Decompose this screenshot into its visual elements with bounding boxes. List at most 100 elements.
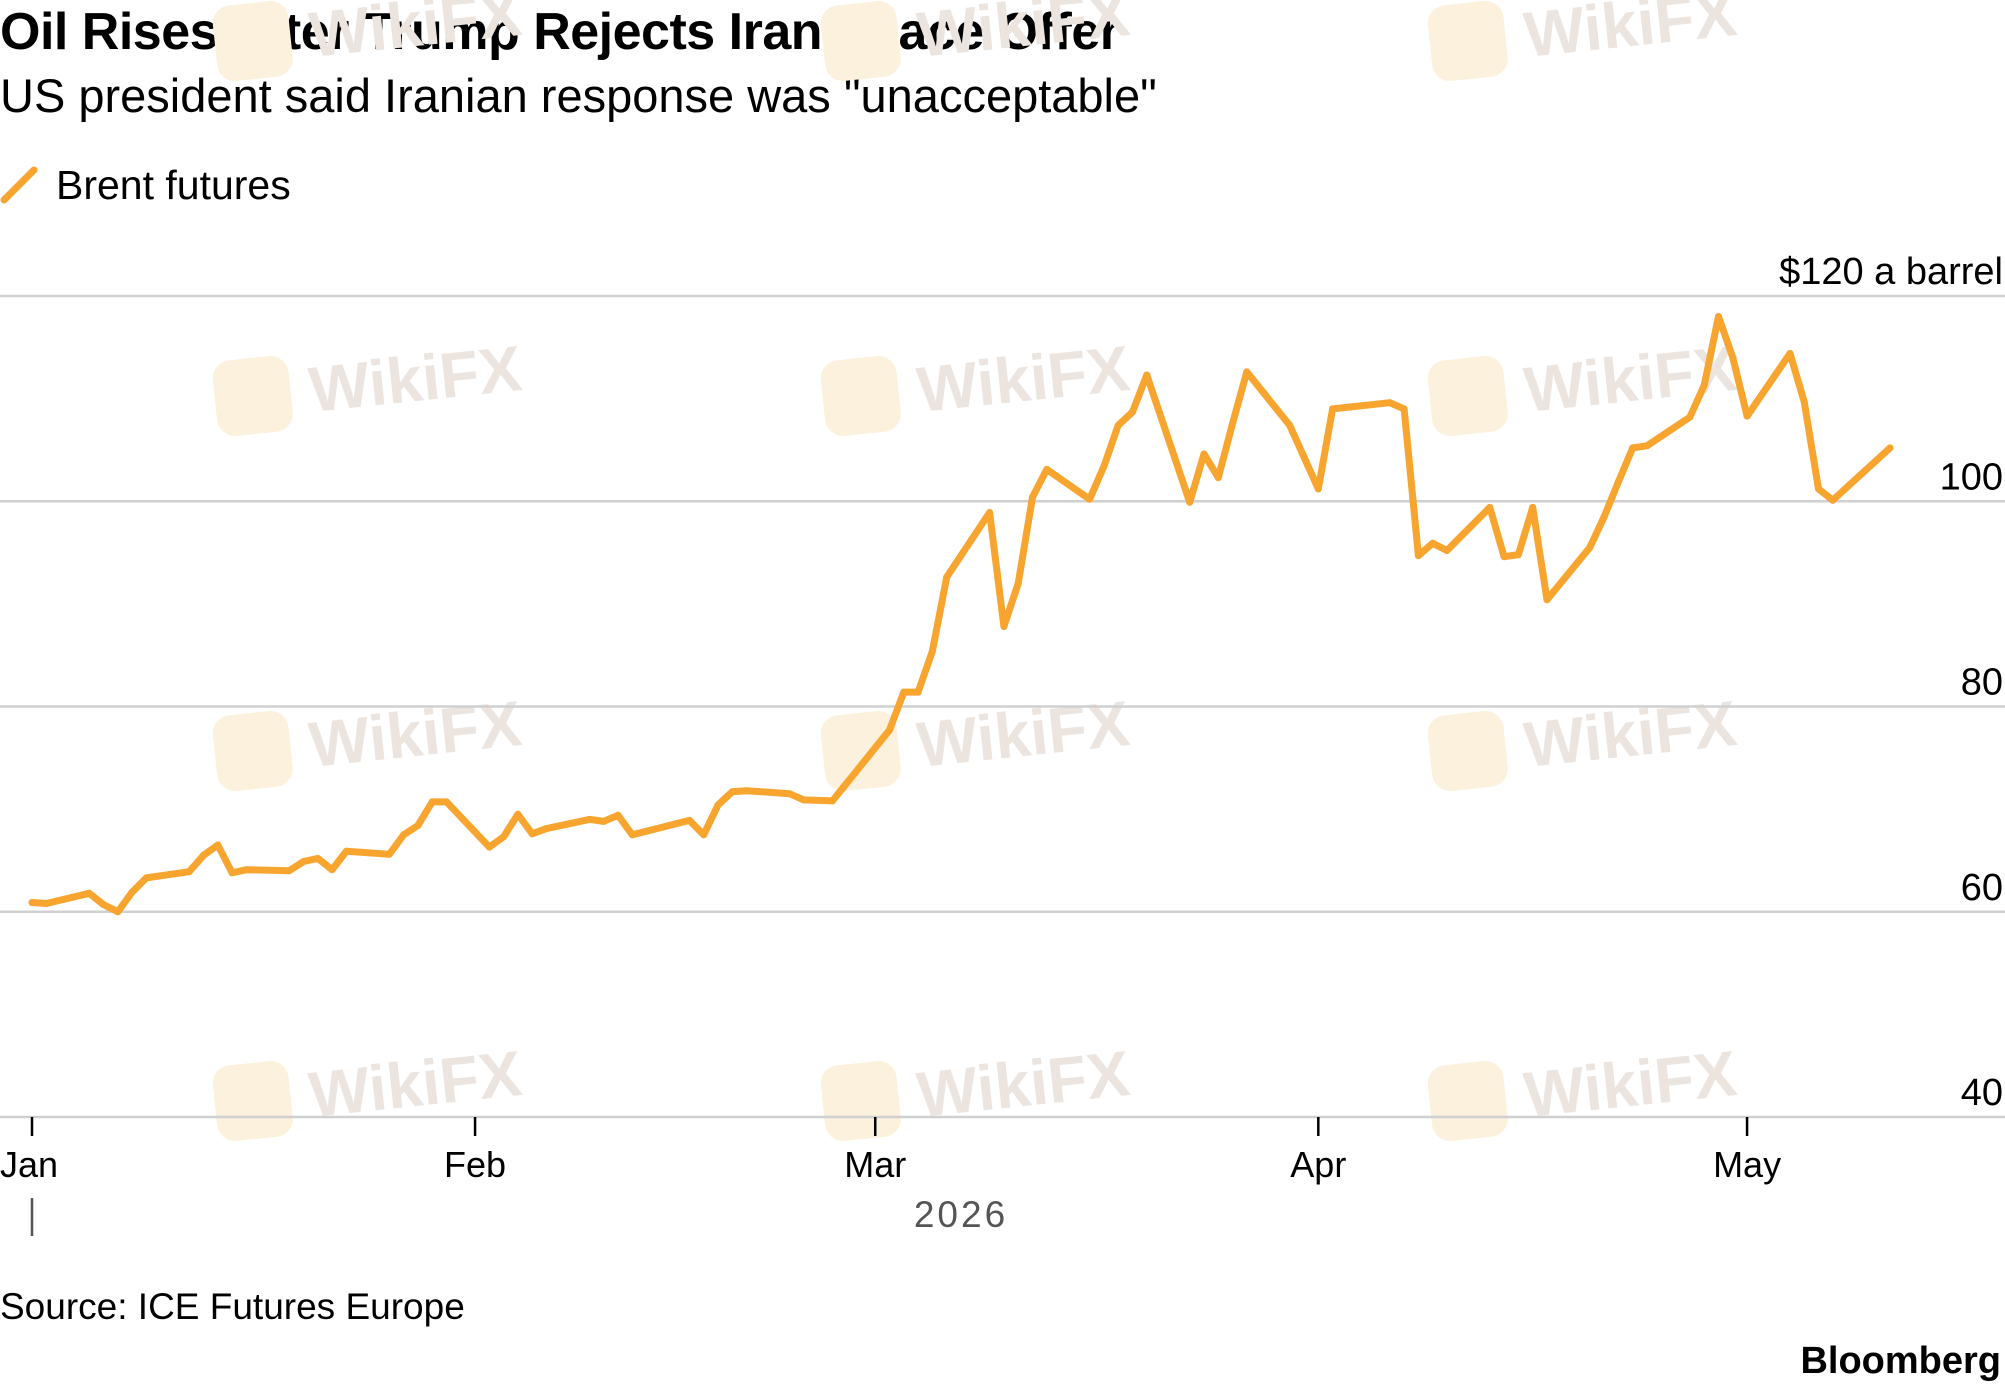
data-point (128, 888, 136, 896)
data-point (342, 847, 350, 855)
y-tick-label: 80 (1961, 662, 2003, 704)
data-point (1486, 503, 1494, 511)
data-point (1643, 442, 1651, 450)
data-point (1129, 408, 1136, 416)
data-point (1229, 419, 1237, 427)
legend: Brent futures (0, 160, 291, 210)
data-point (1514, 551, 1522, 559)
y-axis-labels: $120 a barrel 100 80 60 40 (1779, 251, 2003, 1114)
data-point (1700, 381, 1708, 389)
data-point (1029, 493, 1036, 501)
watermark-logo-icon (820, 356, 901, 437)
watermark: WikiFX (1427, 332, 1740, 437)
data-point (1414, 552, 1422, 560)
watermark-text: WikiFX (306, 332, 525, 426)
data-point (1200, 450, 1208, 458)
data-point (786, 790, 793, 798)
watermark: WikiFX (212, 1037, 525, 1142)
data-point (1100, 462, 1108, 470)
data-point (328, 866, 336, 874)
chart-subtitle: US president said Iranian response was "… (0, 69, 1157, 122)
data-point (614, 811, 622, 819)
watermark: WikiFX (820, 332, 1133, 437)
data-point (1629, 444, 1637, 452)
source-note: Source: ICE Futures Europe (0, 1286, 465, 1327)
watermark: WikiFX (820, 687, 1133, 792)
data-point (114, 908, 122, 916)
data-point (728, 788, 736, 796)
watermark-logo-icon (212, 356, 293, 437)
series-line-brent-futures (28, 313, 1894, 916)
watermark-text: WikiFX (306, 0, 525, 71)
data-point (100, 901, 107, 909)
data-point (914, 688, 922, 696)
data-point (1014, 579, 1022, 587)
data-point (1000, 623, 1008, 630)
data-point (1729, 354, 1737, 362)
data-point (200, 851, 207, 859)
data-point (1815, 485, 1822, 493)
data-point (1543, 596, 1551, 604)
data-point (214, 841, 222, 849)
x-tick-label: May (1713, 1144, 1781, 1185)
watermark-text: WikiFX (306, 687, 525, 781)
data-point (1800, 398, 1808, 406)
x-tick-label: Apr (1290, 1144, 1346, 1185)
data-point (1529, 503, 1537, 511)
data-point (1186, 498, 1194, 506)
data-point (1743, 412, 1751, 420)
data-point (300, 858, 308, 865)
data-point (1443, 547, 1451, 554)
watermark: WikiFX (212, 687, 525, 792)
y-tick-label: 40 (1961, 1072, 2003, 1114)
data-point (285, 867, 293, 875)
x-axis-year-label: 2026 (914, 1194, 1008, 1235)
data-point (400, 831, 408, 839)
data-point (928, 647, 936, 655)
data-point (185, 868, 193, 876)
watermark-text: WikiFX (914, 332, 1133, 426)
data-point (1429, 539, 1437, 547)
data-point (142, 874, 150, 882)
data-point (1586, 543, 1594, 551)
data-point (1686, 413, 1694, 421)
watermark: WikiFX (1427, 0, 1740, 82)
data-point (1829, 496, 1837, 504)
data-point (314, 854, 322, 862)
data-point (528, 830, 536, 838)
data-point (1114, 421, 1122, 429)
gridlines (0, 294, 2005, 1119)
watermark-logo-icon (212, 711, 293, 792)
y-tick-label: 60 (1961, 867, 2003, 909)
data-point (1715, 313, 1722, 320)
data-point (685, 816, 693, 824)
watermark-logo-icon (1427, 356, 1508, 437)
data-point (628, 831, 636, 839)
data-point (1386, 399, 1394, 407)
data-point (1086, 495, 1094, 503)
watermark: WikiFX (820, 1037, 1133, 1142)
data-point (28, 899, 36, 906)
watermark-logo-icon (820, 1061, 901, 1142)
watermark-logo-icon (1427, 1, 1508, 82)
data-point (414, 822, 422, 829)
data-point (700, 831, 708, 839)
watermark-text: WikiFX (1521, 687, 1740, 781)
data-point (1886, 444, 1894, 452)
data-point (1600, 513, 1608, 521)
watermark-logo-icon (820, 711, 901, 792)
data-point (228, 869, 236, 877)
data-point (42, 900, 50, 907)
watermark-text: WikiFX (914, 0, 1133, 71)
data-point (1400, 405, 1408, 413)
y-tick-label: 100 (1940, 456, 2003, 498)
y-tick-label: $120 a barrel (1779, 251, 2003, 293)
data-point (443, 798, 450, 806)
watermark-logo-icon (820, 1, 901, 82)
data-point (600, 817, 608, 825)
series-layer (28, 313, 1894, 916)
x-tick-label: Jan (0, 1144, 58, 1185)
data-point (886, 726, 893, 734)
chart-title: Oil Rises After Trump Rejects Iran Peace… (0, 3, 1120, 61)
